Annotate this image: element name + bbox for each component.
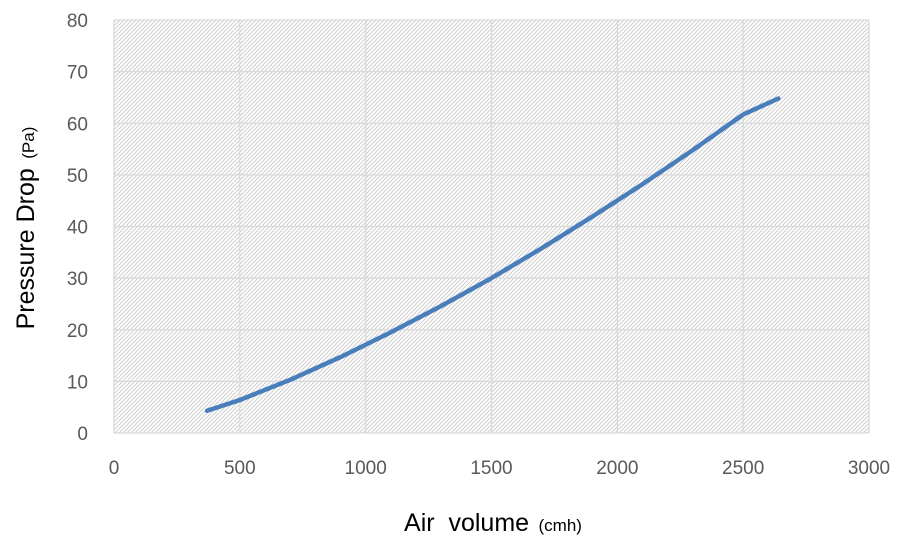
y-tick-label: 80 [67, 11, 88, 32]
x-tick-label: 2000 [596, 458, 638, 479]
y-tick-label: 20 [67, 321, 88, 342]
x-tick-label: 1500 [470, 458, 512, 479]
x-axis-title: Air volume (cmh) [404, 509, 582, 537]
x-axis-ticks: 0 500 1000 1500 2000 2500 3000 [109, 458, 890, 479]
series-line [204, 96, 781, 414]
y-tick-label: 60 [67, 114, 88, 135]
y-axis-title: Pressure Drop (Pa) [12, 127, 40, 330]
x-tick-label: 3000 [848, 458, 890, 479]
series-layer [204, 96, 781, 414]
y-tick-label: 70 [67, 63, 88, 84]
x-axis-title-unit: (cmh) [539, 516, 582, 535]
y-tick-label: 40 [67, 218, 88, 239]
gridlines [113, 19, 870, 434]
y-axis-title-unit: (Pa) [19, 127, 38, 159]
x-tick-label: 500 [224, 458, 256, 479]
x-tick-label: 1000 [345, 458, 387, 479]
y-axis-ticks: 0 10 20 30 40 50 60 70 80 [67, 11, 88, 445]
x-axis-title-text: Air volume [404, 509, 529, 537]
y-axis-title-text: Pressure Drop [12, 168, 40, 329]
x-tick-label: 0 [109, 458, 120, 479]
y-tick-label: 50 [67, 166, 88, 187]
y-tick-label: 0 [77, 424, 88, 445]
y-tick-label: 30 [67, 269, 88, 290]
y-tick-label: 10 [67, 372, 88, 393]
x-tick-label: 2500 [722, 458, 764, 479]
